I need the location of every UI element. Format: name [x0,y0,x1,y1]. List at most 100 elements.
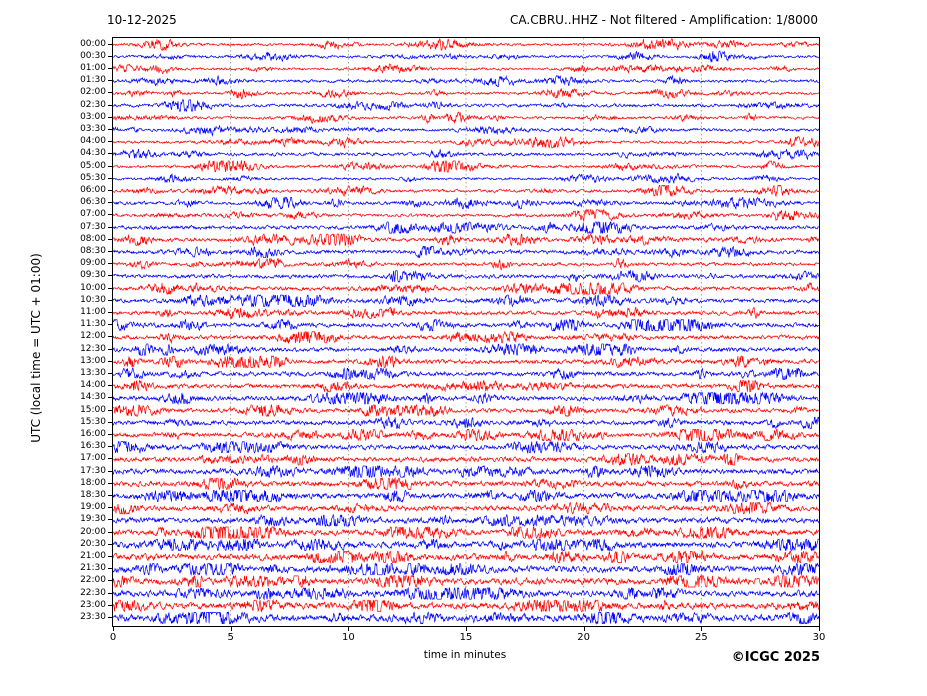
seismic-trace-1830 [113,489,819,503]
y-tick-mark [108,104,112,106]
y-tick-mark [108,592,112,594]
y-tick-label: 21:30 [80,563,106,574]
y-tick-label: 00:00 [80,38,106,49]
y-tick-label: 06:00 [80,184,106,195]
seismic-trace-1700 [113,452,819,467]
x-tick-label: 10 [341,632,355,643]
y-tick-mark [108,324,112,326]
seismic-trace-1100 [113,306,819,320]
seismic-trace-1300 [113,355,819,369]
y-tick-label: 14:00 [80,380,106,391]
y-tick-label: 17:00 [80,453,106,464]
y-tick-mark [108,397,112,399]
y-tick-mark [108,311,112,313]
y-tick-mark [108,43,112,45]
y-tick-mark [108,299,112,301]
seismic-trace-2100 [113,550,819,564]
seismic-trace-2200 [113,574,819,589]
y-tick-mark [108,141,112,143]
seismic-trace-1500 [113,403,819,418]
y-tick-mark [108,433,112,435]
y-tick-label: 13:00 [80,355,106,366]
y-tick-label: 04:30 [80,148,106,159]
y-tick-mark [108,446,112,448]
seismic-trace-0430 [113,148,819,161]
y-tick-mark [108,55,112,57]
x-tick-label: 0 [109,632,117,643]
y-tick-label: 23:30 [80,612,106,622]
y-tick-mark [108,153,112,155]
y-tick-label: 10:30 [80,294,106,305]
y-tick-label: 06:30 [80,197,106,208]
y-tick-mark [108,568,112,570]
y-tick-mark [108,275,112,277]
y-tick-label: 12:00 [80,331,106,342]
seismic-trace-0630 [113,196,819,210]
seismic-trace-0000 [113,38,819,51]
y-tick-label: 08:00 [80,233,106,244]
y-tick-mark [108,348,112,350]
y-tick-mark [108,202,112,204]
y-tick-mark [108,494,112,496]
x-tick-mark [230,627,232,631]
y-tick-mark [108,128,112,130]
seismic-trace-1030 [113,293,819,308]
date-label: 10-12-2025 [107,13,177,27]
y-tick-label: 17:30 [80,465,106,476]
y-tick-label: 16:00 [80,428,106,439]
y-tick-label: 05:30 [80,172,106,183]
seismic-trace-2030 [113,538,819,552]
seismic-trace-1330 [113,367,819,381]
y-tick-mark [108,507,112,509]
seismic-trace-1400 [113,379,819,393]
y-tick-label: 16:30 [80,441,106,452]
x-tick-mark [819,627,820,631]
y-tick-label: 23:00 [80,599,106,610]
seismic-trace-1230 [113,342,819,357]
x-tick-label: 15 [459,632,473,643]
seismic-trace-1730 [113,464,819,479]
y-tick-mark [108,385,112,387]
seismic-trace-0700 [113,208,819,223]
seismic-trace-2000 [113,526,819,540]
seismic-trace-0030 [113,50,819,63]
y-tick-label: 11:00 [80,306,106,317]
x-tick-mark [113,627,114,631]
seismic-trace-0100 [113,63,819,75]
y-tick-label: 03:30 [80,123,106,134]
y-tick-label: 03:00 [80,111,106,122]
y-tick-label: 20:30 [80,538,106,549]
seismic-trace-1800 [113,477,819,491]
y-tick-label: 18:30 [80,489,106,500]
y-tick-mark [108,421,112,423]
y-tick-label: 11:30 [80,319,106,330]
seismic-trace-1530 [113,415,819,430]
y-tick-mark [108,287,112,289]
seismic-trace-0900 [113,257,819,271]
seismic-trace-1130 [113,318,819,332]
y-tick-label: 15:00 [80,404,106,415]
y-tick-label: 00:30 [80,50,106,61]
y-tick-mark [108,470,112,472]
x-axis-title: time in minutes [423,649,507,661]
seismic-trace-0300 [113,111,819,125]
seismic-trace-1200 [113,330,819,345]
seismic-trace-0800 [113,233,819,247]
y-tick-mark [108,250,112,252]
seismic-trace-0600 [113,184,819,197]
y-tick-mark [108,238,112,240]
y-tick-label: 04:00 [80,136,106,147]
seismic-trace-1000 [113,282,819,296]
y-tick-mark [108,617,112,618]
seismic-trace-1430 [113,391,819,406]
y-tick-mark [108,165,112,167]
plot-area [112,37,820,627]
y-tick-mark [108,482,112,484]
y-tick-mark [108,458,112,460]
seismic-trace-2130 [113,562,819,577]
y-tick-mark [108,372,112,374]
seismic-trace-0930 [113,269,819,283]
y-tick-label: 09:00 [80,258,106,269]
seismic-trace-0500 [113,159,819,173]
